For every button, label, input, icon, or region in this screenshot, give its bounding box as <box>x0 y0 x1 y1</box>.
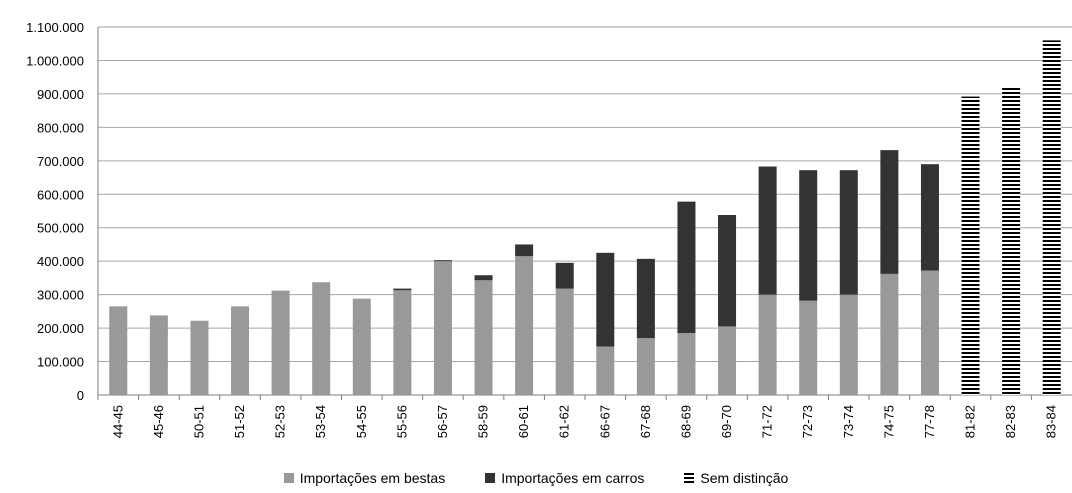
bar-51-52-series-0 <box>231 306 250 395</box>
bar-61-62-series-1 <box>555 262 574 289</box>
x-tick-label: 55-56 <box>394 405 409 438</box>
legend-swatch-sem-distincao <box>684 473 695 483</box>
legend-swatch-bestas <box>283 473 294 483</box>
bar-67-68-series-0 <box>636 338 655 395</box>
x-tick-label: 45-46 <box>151 405 166 438</box>
x-tick-label: 68-69 <box>678 405 693 438</box>
x-tick-label: 52-53 <box>273 405 288 438</box>
axes <box>97 27 1072 400</box>
x-tick-label: 51-52 <box>232 405 247 438</box>
bars <box>109 40 1061 396</box>
bar-77-78-series-1 <box>920 164 939 271</box>
bar-56-57-series-0 <box>433 261 452 395</box>
x-tick-label: 72-73 <box>800 405 815 438</box>
x-tick-label: 61-62 <box>557 405 572 438</box>
x-tick-label: 77-78 <box>922 405 937 438</box>
y-tick-label: 200.000 <box>37 321 84 336</box>
bar-71-72-series-0 <box>758 294 777 395</box>
legend-label-bestas: Importações em bestas <box>299 470 446 486</box>
y-tick-label: 1.100.000 <box>26 20 84 35</box>
x-tick-label: 58-59 <box>476 405 491 438</box>
tick-labels: 0 100.000 200.000 300.000 400.000 500.000 600.… <box>26 20 1059 438</box>
bar-72-73-series-1 <box>799 170 818 301</box>
y-tick-label: 700.000 <box>37 154 84 169</box>
bar-61-62-series-0 <box>555 288 574 395</box>
bar-44-45-series-0 <box>109 306 128 395</box>
x-tick-label: 44-45 <box>110 405 125 438</box>
legend-label-sem-distincao: Sem distinção <box>700 470 789 486</box>
bar-83-84-series-2 <box>1042 40 1061 396</box>
x-tick-label: 82-83 <box>1003 405 1018 438</box>
x-tick-label: 66-67 <box>597 405 612 438</box>
y-tick-label: 600.000 <box>37 187 84 202</box>
x-tick-label: 83-84 <box>1044 405 1059 438</box>
x-tick-label: 53-54 <box>313 405 328 438</box>
x-tick-label: 54-55 <box>354 405 369 438</box>
y-tick-label: 800.000 <box>37 120 84 135</box>
legend-swatch-carros <box>485 473 496 483</box>
bar-69-70-series-0 <box>718 326 737 395</box>
bar-58-59-series-0 <box>474 280 493 395</box>
gridlines <box>98 26 1072 396</box>
y-tick-label: 500.000 <box>37 221 84 236</box>
x-tick-label: 81-82 <box>963 405 978 438</box>
x-tick-label: 73-74 <box>841 405 856 438</box>
legend-item-carros: Importações em carros <box>485 470 644 486</box>
bar-60-61-series-1 <box>515 244 534 257</box>
bar-55-56-series-1 <box>393 288 412 291</box>
bar-71-72-series-1 <box>758 166 777 295</box>
bar-56-57-series-1 <box>433 260 452 262</box>
bar-73-74-series-0 <box>839 294 858 395</box>
bar-74-75-series-0 <box>880 273 899 395</box>
bar-60-61-series-0 <box>515 256 534 395</box>
bar-54-55-series-0 <box>352 298 371 395</box>
bar-53-54-series-0 <box>312 282 331 395</box>
x-tick-label: 69-70 <box>719 405 734 438</box>
y-tick-label: 100.000 <box>37 355 84 370</box>
y-tick-label: 300.000 <box>37 288 84 303</box>
bar-82-83-series-2 <box>1002 87 1021 396</box>
bar-66-67-series-1 <box>596 252 615 347</box>
x-tick-label: 74-75 <box>881 405 896 438</box>
bar-68-69-series-0 <box>677 333 696 395</box>
legend: Importações em bestas Importações em car… <box>0 470 1072 486</box>
y-tick-label: 400.000 <box>37 254 84 269</box>
bar-58-59-series-1 <box>474 275 493 281</box>
bar-77-78-series-0 <box>920 270 939 395</box>
bar-55-56-series-0 <box>393 290 412 395</box>
x-tick-label: 67-68 <box>638 405 653 438</box>
bar-52-53-series-0 <box>271 290 290 395</box>
x-tick-label: 71-72 <box>760 405 775 438</box>
bar-74-75-series-1 <box>880 150 899 274</box>
bar-45-46-series-0 <box>149 315 168 395</box>
y-tick-label: 1.000.000 <box>26 53 84 68</box>
bar-73-74-series-1 <box>839 170 858 295</box>
legend-item-sem-distincao: Sem distinção <box>684 470 788 486</box>
bar-72-73-series-0 <box>799 300 818 395</box>
bar-66-67-series-0 <box>596 346 615 395</box>
x-tick-label: 60-61 <box>516 405 531 438</box>
bar-68-69-series-1 <box>677 201 696 334</box>
bar-67-68-series-1 <box>636 258 655 339</box>
bar-69-70-series-1 <box>718 215 737 327</box>
y-tick-label: 900.000 <box>37 87 84 102</box>
legend-item-bestas: Importações em bestas <box>283 470 446 486</box>
y-tick-label: 0 <box>77 388 84 403</box>
stacked-bar-chart: 0 100.000 200.000 300.000 400.000 500.000 600.… <box>26 20 1072 438</box>
x-tick-label: 56-57 <box>435 405 450 438</box>
legend-label-carros: Importações em carros <box>501 470 645 486</box>
x-tick-label: 50-51 <box>191 405 206 438</box>
bar-81-82-series-2 <box>961 96 980 396</box>
bar-50-51-series-0 <box>190 320 209 395</box>
